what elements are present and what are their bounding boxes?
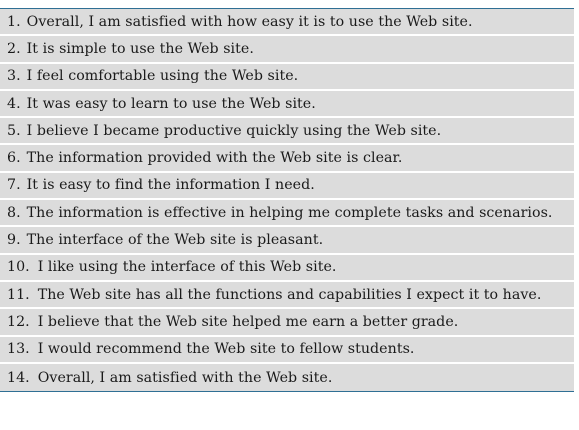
questionnaire-item-2: 2. It is simple to use the Web site. — [0, 36, 574, 64]
item-text: I believe that the Web site helped me ea… — [37, 313, 459, 330]
item-text: The information provided with the Web si… — [26, 150, 403, 167]
questionnaire-item-6: 6. The information provided with the Web … — [0, 145, 574, 173]
questionnaire-item-11: 11. The Web site has all the functions an… — [0, 281, 574, 310]
item-text: The Web site has all the functions and c… — [37, 286, 542, 303]
item-text: The information is effective in helping … — [26, 204, 553, 221]
item-number: 3. — [7, 68, 21, 85]
questionnaire-item-14: 14. Overall, I am satisfied with the Web … — [0, 363, 574, 392]
item-number: 4. — [7, 95, 21, 112]
item-text: The interface of the Web site is pleasan… — [26, 232, 324, 249]
item-text: Overall, I am satisfied with the Web sit… — [37, 369, 333, 386]
questionnaire-item-9: 9. The interface of the Web site is pleas… — [0, 227, 574, 255]
item-text: Overall, I am satisfied with how easy it… — [26, 13, 473, 30]
item-number: 6. — [7, 150, 21, 167]
item-text: I would recommend the Web site to fellow… — [37, 341, 415, 358]
item-text: It is simple to use the Web site. — [26, 40, 254, 57]
item-number: 11. — [7, 286, 30, 303]
item-number: 9. — [7, 232, 21, 249]
item-number: 13. — [7, 341, 30, 358]
item-number: 7. — [7, 177, 21, 194]
item-text: I feel comfortable using the Web site. — [26, 68, 299, 85]
questionnaire-item-8: 8. The information is effective in helpin… — [0, 200, 574, 228]
item-text: I like using the interface of this Web s… — [37, 259, 337, 276]
item-text: It is easy to find the information I nee… — [26, 177, 315, 194]
questionnaire-item-3: 3. I feel comfortable using the Web site. — [0, 63, 574, 91]
item-number: 14. — [7, 369, 30, 386]
questionnaire-item-4: 4. It was easy to learn to use the Web si… — [0, 90, 574, 119]
item-number: 5. — [7, 122, 21, 139]
questionnaire-item-10: 10. I like using the interface of this We… — [0, 254, 574, 282]
item-text: It was easy to learn to use the Web site… — [26, 95, 316, 112]
item-number: 8. — [7, 204, 21, 221]
questionnaire-item-12: 12. I believe that the Web site helped me… — [0, 309, 574, 337]
questionnaire-table: 1. Overall, I am satisfied with how easy … — [0, 8, 574, 393]
item-number: 12. — [7, 313, 30, 330]
item-number: 2. — [7, 40, 21, 57]
questionnaire-item-13: 13. I would recommend the Web site to fel… — [0, 336, 574, 364]
questionnaire-item-7: 7. It is easy to find the information I n… — [0, 172, 574, 201]
item-number: 10. — [7, 259, 30, 276]
item-number: 1. — [7, 13, 21, 30]
item-text: I believe I became productive quickly us… — [26, 122, 442, 139]
questionnaire-item-5: 5. I believe I became productive quickly … — [0, 118, 574, 146]
questionnaire-item-1: 1. Overall, I am satisfied with how easy … — [0, 9, 574, 37]
